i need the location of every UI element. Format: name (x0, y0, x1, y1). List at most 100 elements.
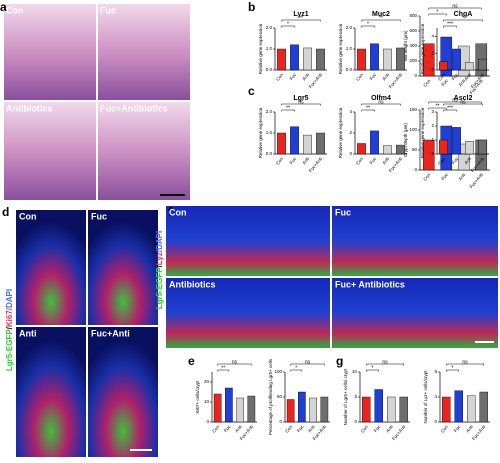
image-label: Fuc (335, 207, 351, 217)
significance-bracket (281, 103, 321, 106)
y-tick-label: 0 (279, 419, 282, 424)
x-tick-label: Con (437, 72, 446, 82)
chart-title: Olfm4 (371, 95, 391, 102)
x-tick-label: Fuc (440, 172, 449, 182)
bar (479, 391, 488, 423)
y-axis-label: Number of Lgr5+ cells/ crypt (343, 368, 348, 425)
bar (422, 43, 435, 77)
significance-label: ns (232, 359, 238, 365)
bar (316, 48, 325, 71)
y-tick-label: 0 (354, 419, 357, 424)
image-label: Antibiotics (6, 103, 53, 113)
y-axis-label: Relative gene expression (420, 107, 425, 158)
significance-label: ** (366, 105, 370, 111)
fluorescence-image (88, 327, 158, 457)
panel-label: g (336, 354, 343, 368)
x-tick-label: Con (284, 424, 293, 434)
x-tick-label: Fuc (440, 78, 449, 88)
bar (396, 144, 405, 155)
bar (454, 390, 463, 423)
x-tick-label: Anti (458, 172, 467, 181)
bar (357, 143, 366, 155)
stain-label: Lgr5-EGFP/Lyz/DAPI (155, 231, 164, 309)
x-tick-label: Con (422, 172, 431, 182)
y-axis-label: Relative gene expression (420, 23, 425, 74)
x-tick-label: Fuc+Anti (471, 424, 486, 441)
y-tick-label: 0 (431, 67, 434, 72)
stain-part: Lgr5-EGFP (5, 329, 14, 371)
bar (277, 48, 286, 71)
x-tick-label: Anti (465, 424, 474, 433)
image-label: Fuc (100, 5, 116, 15)
y-tick-label: 0 (434, 419, 437, 424)
significance-bracket (217, 363, 252, 366)
y-axis-label: Relative gene expression (338, 107, 343, 158)
y-tick-label: 2 (431, 123, 434, 128)
significance-bracket (428, 107, 447, 110)
significance-bracket (366, 369, 379, 372)
stain-part: Lyz (155, 252, 164, 265)
bar (452, 48, 461, 71)
y-tick-label: 200 (409, 58, 417, 63)
y-axis-label: Relative gene expression (258, 107, 263, 158)
bar (465, 141, 474, 155)
panel-label: f (168, 205, 173, 219)
y-tick-label: 1.0 (346, 46, 353, 51)
x-tick-label: Fuc+Anti (308, 72, 323, 89)
x-tick-label: Anti (234, 424, 243, 433)
bar (387, 396, 396, 423)
y-tick-label: 5 (354, 394, 357, 399)
y-axis-label: Percentage of proliferating Lgr5+ cells (268, 358, 273, 435)
x-tick-label: Con (211, 424, 220, 434)
bar (247, 395, 256, 423)
significance-label: ns (382, 359, 388, 365)
panel-label: a (0, 0, 7, 14)
y-tick-label: 2.0 (266, 109, 273, 114)
y-tick-label: 0.0 (266, 151, 273, 156)
bar (383, 48, 392, 71)
bar (396, 47, 405, 71)
x-tick-label: Fuc (451, 156, 460, 166)
fluorescence-image (332, 278, 498, 348)
bar (320, 396, 329, 423)
x-tick-label: Fuc (373, 424, 382, 434)
x-tick-label: Anti (458, 78, 467, 87)
significance-bracket (281, 25, 295, 28)
significance-label: ns (452, 97, 458, 103)
x-tick-label: Con (360, 424, 369, 434)
y-tick-label: 2 (431, 50, 434, 55)
y-axis-label: Number of Lyz+ cells/crypt (423, 370, 428, 424)
stain-part: Ki67 (5, 310, 14, 327)
image-label: Con (169, 207, 187, 217)
y-axis-label: Relative gene expression (338, 23, 343, 74)
image-label: Con (6, 5, 24, 15)
significance-label: ** (379, 15, 383, 21)
bar (478, 139, 487, 155)
y-tick-label: 400 (409, 43, 417, 48)
significance-bracket (290, 363, 325, 366)
x-tick-label: Anti (385, 424, 394, 433)
y-tick-label: 3 (431, 109, 434, 114)
panel-label: d (2, 205, 9, 219)
y-tick-label: 0 (349, 151, 352, 156)
x-tick-label: Con (440, 424, 449, 434)
significance-label: *** (447, 21, 453, 27)
x-tick-label: Con (355, 156, 364, 166)
significance-bracket (443, 103, 483, 106)
bar (236, 397, 244, 423)
y-tick-label: 150 (409, 107, 417, 112)
significance-label: ** (221, 365, 225, 371)
stain-part: /DAPI (155, 231, 164, 252)
image-label: Fuc+Antibiotics (100, 103, 168, 113)
significance-bracket (290, 369, 303, 372)
bar (422, 139, 435, 171)
x-tick-label: Fuc+Anti (469, 172, 484, 189)
significance-label: * (367, 21, 369, 27)
significance-bracket (428, 7, 482, 10)
chart-title: Muc2 (372, 11, 390, 18)
significance-bracket (281, 109, 295, 112)
bar (357, 48, 366, 71)
y-tick-label: 4 (431, 34, 434, 39)
bar (290, 126, 299, 155)
